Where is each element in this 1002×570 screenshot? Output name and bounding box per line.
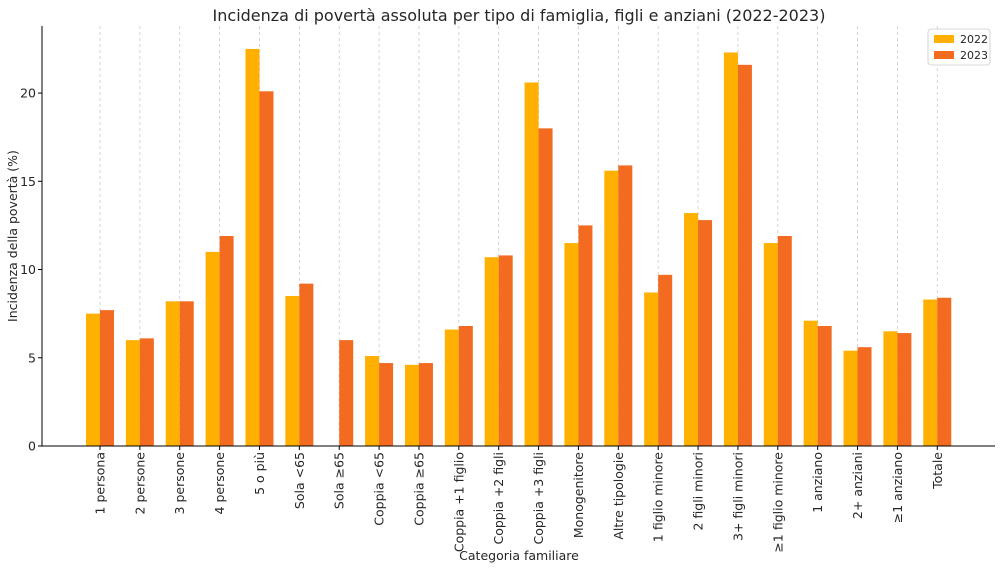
y-tick-label: 0	[28, 439, 36, 454]
legend-swatch-2022	[934, 35, 954, 43]
bar-2023-9	[458, 326, 473, 446]
bar-2023-10	[498, 255, 513, 446]
bar-2023-19	[857, 347, 872, 446]
x-tick-label: Coppia +2 figli	[491, 452, 506, 545]
x-tick-label: ≥1 figlio minore	[770, 452, 785, 553]
bar-2023-18	[817, 326, 832, 446]
legend-label-2022: 2022	[960, 33, 988, 46]
bar-2022-7	[365, 356, 380, 446]
x-tick-label: 4 persone	[212, 452, 227, 515]
y-tick-label: 20	[20, 86, 36, 101]
bar-2022-11	[524, 82, 539, 447]
bar-2022-16	[723, 52, 738, 447]
x-tick-label: Sola ≥65	[332, 452, 347, 509]
axes	[41, 26, 995, 447]
x-tick-label: Coppia ≥65	[411, 452, 426, 526]
x-tick-label: 2+ anziani	[850, 452, 865, 519]
x-tick-label: Sola <65	[292, 452, 307, 509]
bar-2022-14	[644, 292, 659, 446]
bar-2022-5	[285, 296, 300, 446]
bar-2022-12	[564, 243, 579, 446]
x-tick-label: 1 anziano	[810, 452, 825, 513]
x-tick-label: Coppia +1 figlio	[451, 452, 466, 552]
bar-2023-20	[897, 333, 912, 446]
x-tick-label: ≥1 anziano	[890, 452, 905, 523]
bar-2022-4	[245, 48, 260, 447]
bar-2023-6	[339, 340, 354, 446]
legend-label-2023: 2023	[960, 49, 988, 62]
x-tick-label: 1 figlio minore	[651, 452, 666, 542]
y-tick-label: 5	[28, 350, 36, 365]
bar-2023-11	[538, 128, 553, 446]
bar-2022-2	[165, 301, 180, 446]
x-tick-label: Coppia <65	[372, 452, 387, 526]
chart-title: Incidenza di povertà assoluta per tipo d…	[213, 6, 826, 25]
bar-2022-0	[86, 313, 100, 446]
bar-2023-0	[100, 310, 114, 446]
bar-2022-3	[205, 251, 220, 446]
legend-swatch-2023	[934, 51, 954, 59]
bar-2022-9	[444, 329, 459, 446]
bar-2022-18	[803, 320, 818, 446]
bar-2022-1	[125, 340, 140, 446]
x-tick-label: Monogenitore	[571, 452, 586, 538]
bar-2023-8	[418, 363, 433, 446]
bar-2023-2	[179, 301, 194, 446]
bar-2022-13	[604, 170, 619, 447]
bar-2023-17	[777, 236, 792, 446]
bar-2023-13	[618, 165, 633, 447]
bar-2022-17	[763, 243, 778, 446]
bar-2023-14	[658, 274, 673, 446]
x-ticks: 1 persona 2 persone 3 persone 4 persone 5 o …	[93, 446, 945, 553]
x-axis-label: Categoria familiare	[459, 548, 579, 563]
y-tick-label: 15	[20, 174, 36, 189]
bar-2023-15	[698, 220, 713, 446]
bar-2023-12	[578, 225, 593, 446]
x-tick-label: Totale	[930, 452, 945, 490]
x-tick-label: 3+ figli minori	[730, 452, 745, 541]
bar-2023-7	[379, 363, 394, 446]
x-tick-label: 2 figli minori	[691, 452, 706, 531]
bar-2022-15	[684, 213, 699, 446]
x-tick-label: 1 persona	[93, 452, 108, 514]
y-axis-label: Incidenza della povertà (%)	[5, 150, 20, 322]
x-tick-label: Coppia +3 figli	[531, 452, 546, 545]
bar-2022-19	[843, 350, 858, 446]
bar-2023-1	[139, 338, 154, 446]
x-tick-label: 3 persone	[172, 452, 187, 515]
y-tick-label: 10	[20, 262, 36, 277]
x-tick-label: 5 o più	[252, 452, 267, 495]
bar-2022-21	[923, 299, 938, 446]
x-tick-label: 2 persone	[132, 452, 147, 515]
bar-2022-10	[484, 257, 499, 446]
x-tick-label: Altre tipologie	[611, 452, 626, 540]
bar-2022-20	[883, 331, 898, 446]
bar-2022-8	[404, 364, 419, 446]
legend: 2022 2023	[927, 28, 991, 66]
bar-2023-21	[937, 297, 952, 446]
bar-2023-5	[299, 283, 314, 446]
bars	[86, 48, 952, 447]
y-ticks: 0 5 10 15 20	[20, 86, 42, 454]
bar-2023-4	[259, 91, 274, 446]
bar-2023-3	[219, 236, 234, 446]
bar-2023-16	[737, 64, 752, 446]
